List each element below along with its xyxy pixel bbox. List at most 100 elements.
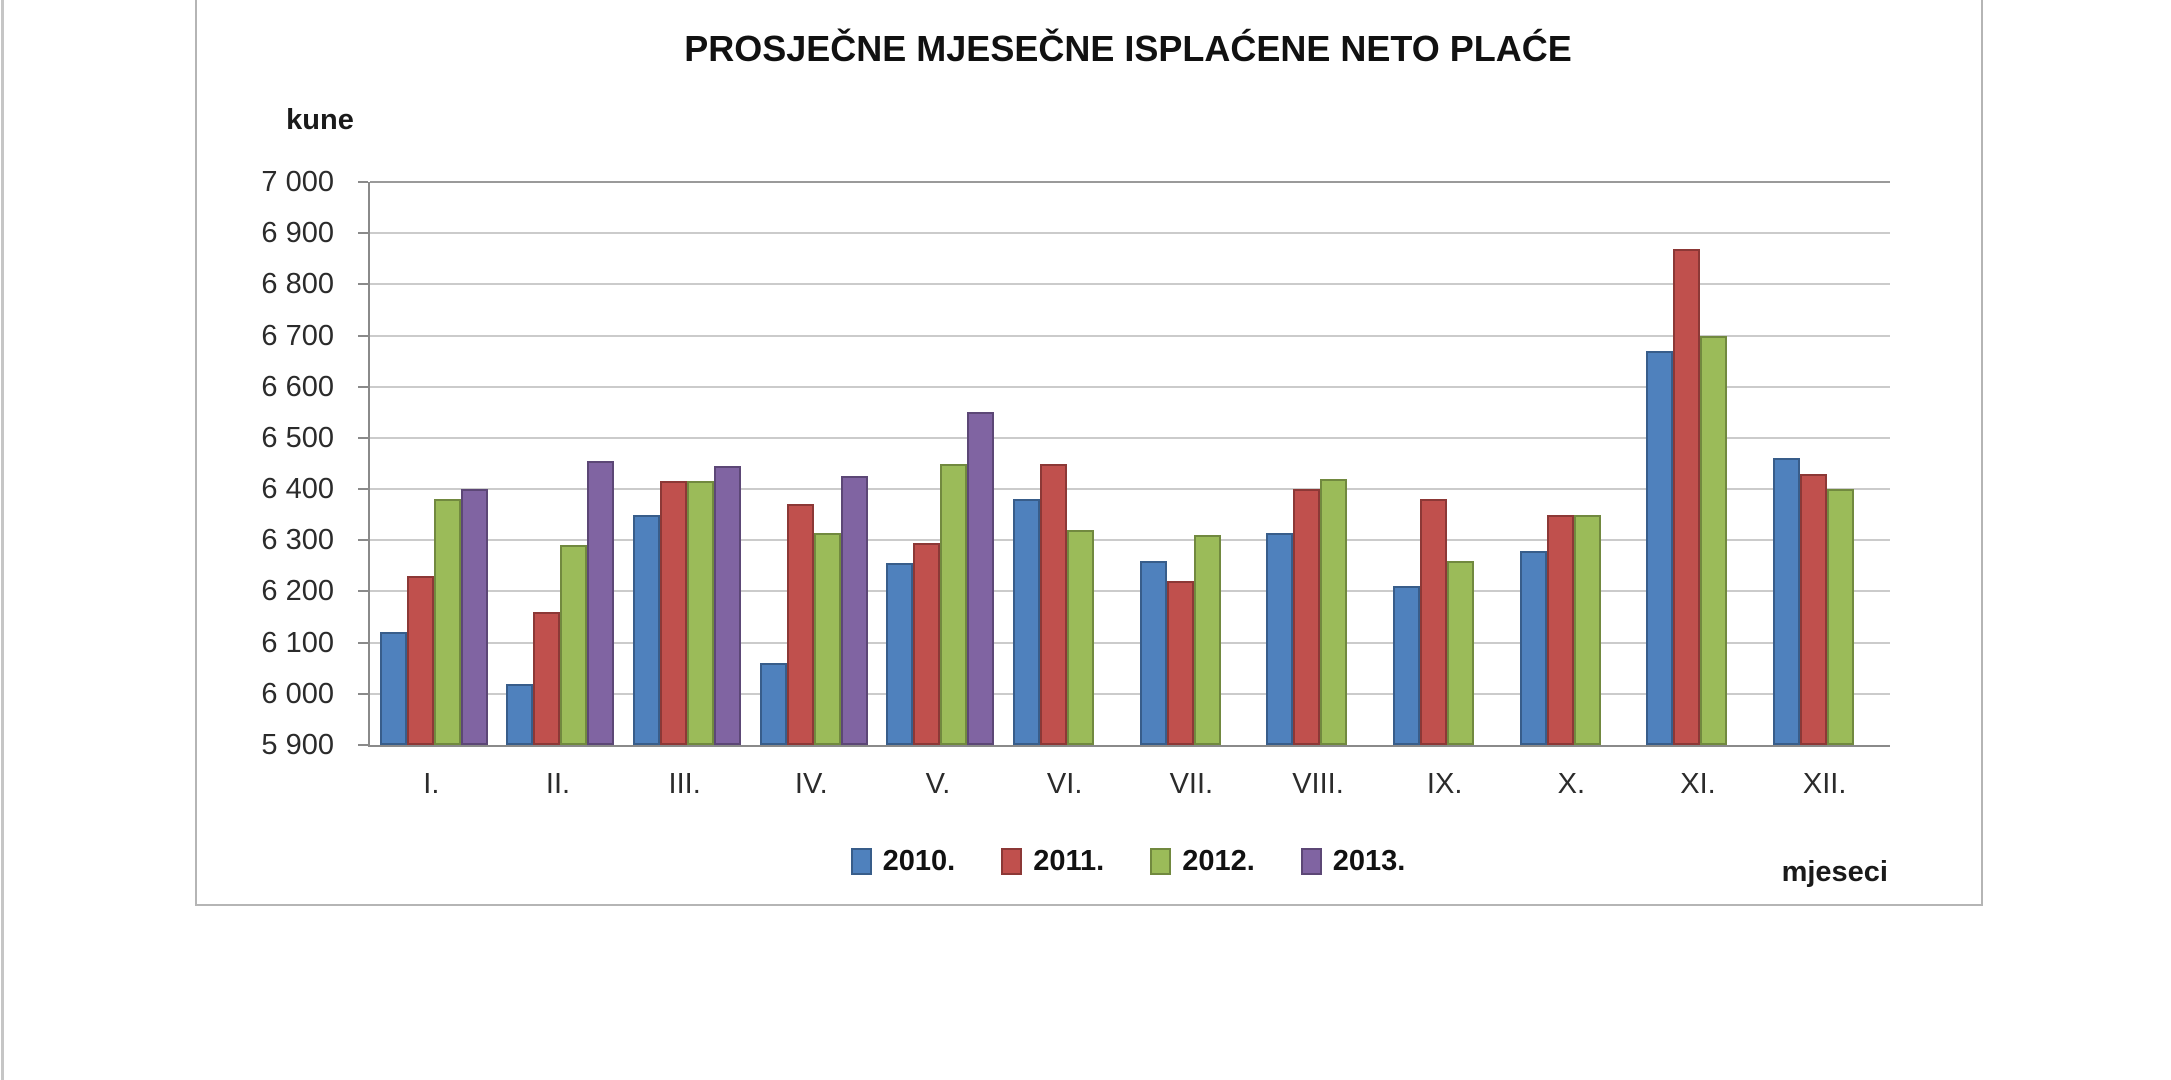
y-tick-label: 6 900 [261,217,334,250]
y-tick-label: 6 800 [261,268,334,301]
x-tick-label-VIII: VIII. [1292,768,1344,800]
gridline-6200 [370,590,1890,593]
x-tick-label-VI: VI. [1046,768,1083,800]
bar-2013-III [714,466,742,745]
x-tick-label-XI: XI. [1680,768,1716,800]
bar-2012-II [560,545,588,745]
bar-2011-IV [786,504,814,745]
gridline-7000 [370,181,1890,183]
bar-2011-X [1546,514,1574,745]
y-tick-label: 6 000 [261,677,334,710]
bar-2010-IV [759,663,787,745]
x-tick-label-VII: VII. [1169,768,1214,800]
x-tick-label-IV: IV. [794,768,828,800]
gridline-6900 [370,232,1890,235]
bar-2013-II [587,460,615,745]
bar-2010-VI [1013,499,1041,745]
bar-2012-IX [1447,560,1475,745]
legend-label-2013: 2013. [1332,845,1406,877]
y-tick-label: 6 100 [261,626,334,659]
bar-2012-VI [1067,530,1095,745]
bar-2013-V [967,412,995,745]
gridline-6000 [370,692,1890,695]
bar-2012-VII [1193,535,1221,745]
gridline-6100 [370,641,1890,644]
x-axis-title: mjeseci [1781,856,1888,888]
chart-title: PROSJEČNE MJESEČNE ISPLAĆENE NETO PLAĆE [684,28,1572,69]
bar-2011-XI [1673,248,1701,745]
y-tick-mark [358,232,368,235]
gridline-6400 [370,488,1890,491]
bar-2012-XI [1700,335,1728,745]
bar-2010-IX [1393,586,1421,745]
bar-2013-IV [840,476,868,745]
bar-2010-II [506,683,534,745]
gridline-6500 [370,436,1890,439]
x-tick-label-I: I. [423,768,440,800]
bar-2010-I [379,632,407,745]
legend-item-2010: 2010. [850,845,956,877]
page-edge-line [1,0,4,1080]
bar-2010-V [886,563,914,745]
y-tick-mark [358,334,368,337]
y-tick-mark [358,385,368,388]
bar-2011-I [406,576,434,745]
legend: 2010. 2011. 2012. 2013. [368,840,1888,882]
plot-area [368,181,1890,747]
gridline-6800 [370,283,1890,286]
y-tick-mark [358,436,368,439]
legend-swatch-2011 [1001,847,1023,875]
bar-2011-VI [1040,463,1068,745]
y-tick-label: 6 700 [261,319,334,352]
bar-2011-VIII [1293,489,1321,745]
bar-2012-V [940,463,968,745]
y-tick-label: 6 400 [261,473,334,506]
legend-item-2011: 2011. [1001,845,1104,877]
bar-2012-X [1573,514,1601,745]
bar-2012-IV [813,532,841,745]
bar-2010-XI [1646,350,1674,745]
y-tick-label: 6 300 [261,524,334,557]
bar-2010-X [1519,550,1547,745]
bar-2012-VIII [1320,478,1348,745]
gridline-6700 [370,334,1890,337]
y-tick-mark [358,181,368,183]
y-tick-mark [358,539,368,542]
bar-2013-I [460,489,488,745]
x-tick-label-V: V. [925,768,951,800]
y-tick-mark [358,488,368,491]
y-tick-label: 7 000 [261,166,334,198]
y-axis-title: kune [286,104,354,136]
y-tick-label: 6 600 [261,370,334,403]
y-tick-mark [358,283,368,286]
bar-2011-III [660,481,688,745]
legend-swatch-2013 [1300,847,1322,875]
gridline-6600 [370,385,1890,388]
x-tick-label-XII: XII. [1802,768,1847,800]
bar-2012-III [687,481,715,745]
legend-label-2012: 2012. [1182,845,1255,877]
gridline-6300 [370,539,1890,542]
y-tick-mark [358,641,368,644]
bar-2012-I [433,499,461,745]
y-tick-mark [358,744,368,746]
y-tick-label: 5 900 [261,729,334,761]
x-tick-label-X: X. [1557,768,1586,800]
x-tick-label-III: III. [668,768,701,800]
legend-item-2013: 2013. [1300,845,1406,877]
legend-item-2012: 2012. [1150,845,1255,877]
y-tick-label: 6 500 [261,421,334,454]
bar-2012-XII [1827,489,1855,745]
bar-2011-II [533,611,561,745]
bar-2011-XII [1800,473,1828,745]
bar-2011-IX [1420,499,1448,745]
y-tick-mark [358,590,368,593]
x-tick-label-II: II. [545,768,571,800]
bar-2011-VII [1166,581,1194,745]
legend-swatch-2010 [850,847,872,875]
legend-label-2011: 2011. [1033,845,1105,877]
legend-label-2010: 2010. [882,845,956,877]
y-tick-label: 6 200 [261,575,334,608]
bar-2010-VII [1139,560,1167,745]
bar-2011-V [913,542,941,745]
